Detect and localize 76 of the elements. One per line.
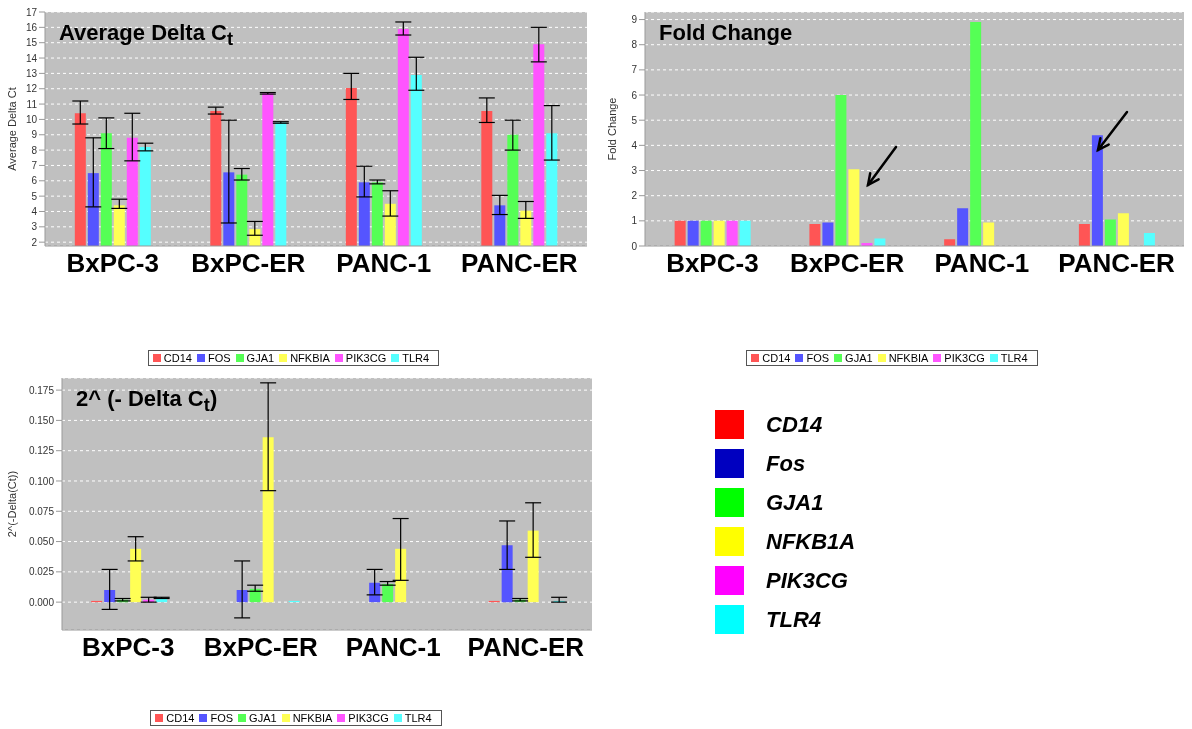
y-tick-label: 2 [631, 190, 638, 202]
y-tick-label: 0.175 [28, 384, 55, 396]
y-axis-title: Fold Change [605, 97, 618, 161]
y-tick-label: 16 [25, 21, 38, 33]
y-tick-label: 7 [31, 159, 38, 171]
x-tick-label: PANC-1 [336, 248, 432, 279]
legend-label: FOS [207, 352, 231, 364]
legend-label: NFKBIA [887, 352, 929, 364]
legend-label: NFKBIA [289, 352, 330, 364]
y-tick-label: 0.125 [28, 445, 55, 457]
y-tick-label: 1 [631, 215, 638, 227]
legend-label: TLR4 [999, 352, 1028, 364]
category-label: CD14 [766, 411, 823, 438]
y-tick-label: 10 [25, 113, 38, 125]
x-tick-label: PANC-ER [1058, 248, 1176, 279]
y-tick-label: 0 [631, 240, 638, 252]
legend-label: TLR4 [403, 712, 432, 724]
category-label: GJA1 [766, 489, 824, 516]
legend-label: GJA1 [844, 352, 873, 364]
y-tick-label: 0.150 [28, 414, 55, 426]
x-tick-label: BxPC-3 [666, 248, 759, 279]
legend-label: CD14 [761, 352, 791, 364]
x-tick-label: BxPC-ER [203, 632, 319, 663]
y-tick-label: 3 [31, 221, 38, 233]
y-tick-label: 5 [631, 114, 638, 126]
y-tick-label: 5 [31, 190, 38, 202]
legend-label: TLR4 [401, 352, 430, 364]
y-tick-label: 4 [31, 206, 38, 218]
y-tick-label: 11 [26, 98, 38, 110]
legend-label: CD14 [165, 712, 195, 724]
y-tick-label: 15 [25, 37, 38, 49]
y-tick-label: 0.000 [28, 596, 55, 608]
legend-label: PIK3CG [344, 352, 387, 364]
legend-label: GJA1 [248, 712, 277, 724]
legend-label: FOS [209, 712, 234, 724]
y-tick-label: 3 [631, 165, 638, 177]
y-tick-label: 2 [31, 236, 38, 248]
x-tick-label: PANC-ER [467, 632, 585, 663]
legend-label: PIK3CG [943, 352, 985, 364]
y-tick-label: 0.025 [28, 566, 55, 578]
y-tick-label: 6 [631, 89, 638, 101]
text: 2^ (- Delta C$_{t}$) [76, 386, 218, 417]
legend-label: GJA1 [245, 352, 275, 364]
x-tick-label: BxPC-3 [82, 632, 175, 663]
legend-label: NFKBIA [291, 712, 333, 724]
y-tick-label: 13 [25, 67, 38, 79]
category-label: TLR4 [766, 606, 821, 633]
y-tick-label: 17 [25, 6, 38, 18]
y-tick-label: 8 [631, 39, 638, 51]
y-axis-title: Average Delta Ct [5, 87, 18, 171]
text: Average Delta C$_{t}$ [59, 20, 234, 51]
y-tick-label: 0.050 [28, 536, 55, 548]
y-tick-label: 0.075 [28, 505, 55, 517]
category-label: PIK3CG [766, 567, 848, 594]
y-tick-label: 6 [31, 175, 38, 187]
legend-label: CD14 [162, 352, 192, 364]
x-tick-label: BxPC-3 [66, 248, 159, 279]
x-tick-label: PANC-ER [460, 248, 578, 279]
category-label: NFKB1A [766, 528, 856, 555]
x-tick-label: BxPC-ER [191, 248, 306, 279]
y-tick-label: 0.100 [28, 475, 55, 487]
legend-label: FOS [805, 352, 830, 364]
y-tick-label: 12 [25, 83, 38, 95]
chart-title: Fold Change [659, 20, 793, 46]
x-tick-label: PANC-1 [934, 248, 1030, 279]
category-label: Fos [766, 450, 806, 477]
x-tick-label: BxPC-ER [790, 248, 905, 279]
y-tick-label: 14 [25, 52, 38, 64]
y-axis-title: 2^(-Delta(Ct)) [5, 470, 18, 538]
legend-label: PIK3CG [347, 712, 389, 724]
y-tick-label: 9 [31, 129, 38, 141]
y-tick-label: 7 [631, 64, 638, 76]
y-tick-label: 9 [631, 14, 638, 26]
y-tick-label: 8 [31, 144, 38, 156]
y-tick-label: 4 [631, 139, 638, 151]
x-tick-label: PANC-1 [345, 632, 441, 663]
